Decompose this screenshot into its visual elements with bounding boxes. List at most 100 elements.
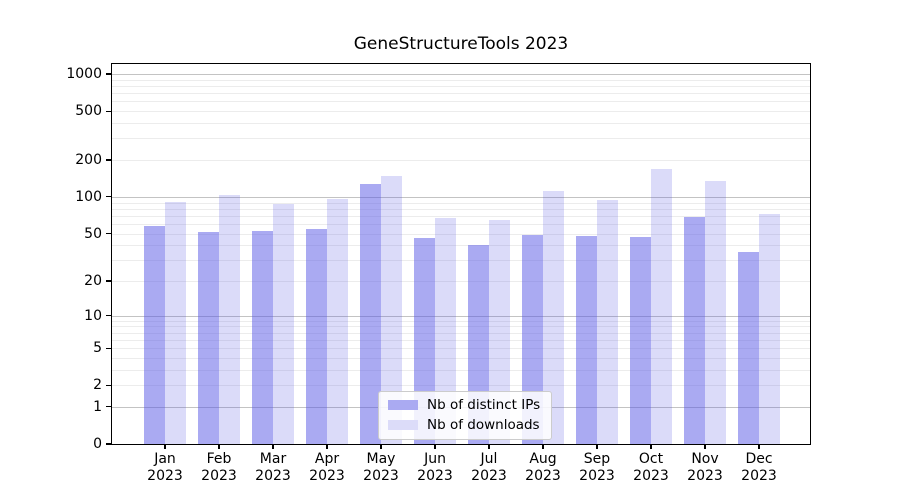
bar-ips-may (360, 183, 381, 444)
x-tick-month: Dec (745, 451, 773, 467)
x-tick-mark (272, 444, 274, 449)
y-tick-mark (106, 406, 112, 408)
y-tick-mark (106, 443, 112, 445)
x-tick-label: Jul 2023 (459, 451, 519, 485)
x-tick-mark (218, 444, 220, 449)
bar-downloads-aug (543, 190, 564, 444)
legend: Nb of distinct IPs Nb of downloads (378, 391, 553, 440)
x-tick-month: Feb (206, 451, 232, 467)
x-tick-label: Nov 2023 (675, 451, 735, 485)
x-tick-mark (380, 444, 382, 449)
x-tick-month: Apr (314, 451, 340, 467)
bar-downloads-sep (597, 200, 618, 444)
y-tick-mark (106, 73, 112, 75)
x-tick-mark (650, 444, 652, 449)
gridline-minor (112, 260, 810, 262)
gridline-minor (112, 233, 810, 235)
y-tick-label: 50 (84, 225, 102, 242)
x-tick-mark (758, 444, 760, 449)
gridline-minor (112, 208, 810, 210)
legend-label-distinct-ips: Nb of distinct IPs (427, 397, 541, 413)
plot-area (111, 63, 811, 445)
gridline-minor (112, 339, 810, 341)
y-tick-label: 2 (93, 377, 102, 394)
x-tick-label: Jun 2023 (405, 451, 465, 485)
y-tick-mark (106, 159, 112, 161)
bar-ips-jan (144, 225, 165, 444)
x-tick-month: Oct (638, 451, 664, 467)
gridline-minor (112, 111, 810, 113)
y-tick-label: 1000 (66, 66, 102, 82)
legend-item-downloads: Nb of downloads (388, 417, 540, 433)
bar-downloads-mar (273, 204, 294, 444)
x-tick-year: 2023 (633, 468, 669, 484)
bar-ips-nov (684, 217, 705, 444)
y-tick-label: 0 (93, 436, 102, 452)
x-tick-label: Dec 2023 (729, 451, 789, 485)
bar-downloads-apr (327, 199, 348, 444)
x-tick-year: 2023 (525, 468, 561, 484)
x-tick-month: Mar (259, 451, 287, 467)
y-tick-mark (106, 110, 112, 112)
x-tick-month: Jun (424, 451, 446, 467)
gridline-minor (112, 281, 810, 282)
x-tick-label: Aug 2023 (513, 451, 573, 485)
x-tick-mark (488, 444, 490, 449)
gridline-major (112, 315, 810, 317)
x-tick-mark (704, 444, 706, 449)
y-tick-label: 500 (75, 103, 102, 120)
gridline-minor (112, 332, 810, 334)
gridline-minor (112, 93, 810, 95)
y-tick-mark (106, 232, 112, 235)
bar-downloads-oct (651, 168, 672, 444)
gridline-minor (112, 79, 810, 81)
x-tick-month: Nov (691, 451, 719, 467)
legend-item-distinct-ips: Nb of distinct IPs (388, 397, 540, 413)
x-tick-label: Jan 2023 (135, 451, 195, 485)
gridline-minor (112, 223, 810, 225)
x-tick-label: Feb 2023 (189, 451, 249, 485)
x-tick-label: Apr 2023 (297, 451, 357, 485)
y-tick-label: 200 (75, 152, 102, 168)
legend-swatch-downloads (388, 420, 418, 430)
y-tick-mark (106, 315, 112, 317)
gridline-minor (112, 101, 810, 103)
x-tick-mark (596, 444, 598, 449)
y-tick-label: 100 (75, 188, 102, 205)
bar-ips-oct (630, 236, 651, 444)
gridline-minor (112, 320, 810, 322)
x-tick-month: May (366, 451, 396, 467)
x-tick-year: 2023 (255, 468, 291, 484)
gridline-minor (112, 326, 810, 328)
x-tick-year: 2023 (741, 468, 777, 484)
x-tick-year: 2023 (687, 468, 723, 484)
y-tick-label: 5 (93, 340, 102, 357)
x-tick-mark (434, 444, 436, 449)
bar-downloads-jan (165, 201, 186, 444)
x-tick-year: 2023 (471, 468, 507, 484)
chart-title: GeneStructureTools 2023 (353, 34, 569, 54)
x-tick-label: Sep 2023 (567, 451, 627, 485)
y-tick-mark (106, 384, 112, 386)
bar-ips-apr (306, 229, 327, 444)
gridline-minor (112, 385, 810, 387)
gridline-minor (112, 123, 810, 124)
x-tick-month: Aug (529, 451, 557, 467)
y-tick-label: 1 (93, 398, 102, 415)
gridline-minor (112, 202, 810, 204)
gridline-major (112, 74, 810, 75)
x-tick-mark (164, 444, 166, 449)
x-tick-mark (542, 444, 544, 449)
y-tick-mark (106, 347, 112, 349)
y-tick-label: 20 (84, 273, 102, 289)
x-tick-year: 2023 (417, 468, 453, 484)
gridline-minor (112, 245, 810, 247)
x-tick-month: Jul (480, 451, 498, 467)
x-tick-mark (326, 444, 328, 449)
y-tick-mark (106, 280, 112, 282)
legend-label-downloads: Nb of downloads (427, 417, 540, 433)
gridline-major (112, 196, 810, 198)
gridline-minor (112, 86, 810, 87)
gridline-minor (112, 138, 810, 140)
